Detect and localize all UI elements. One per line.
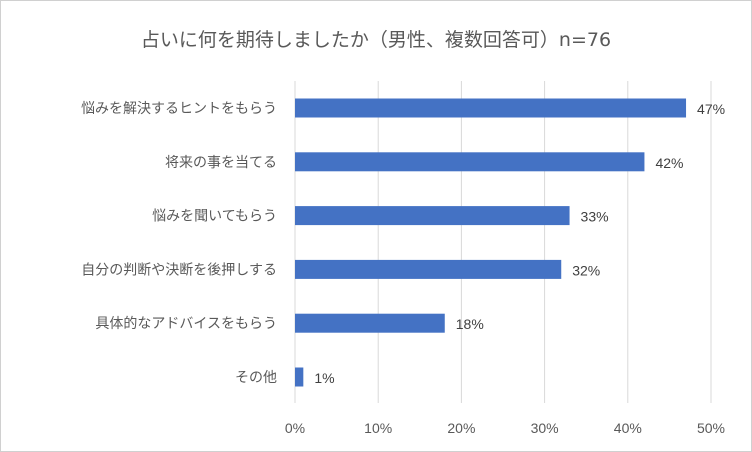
x-tick-label: 40% (614, 420, 642, 436)
bar (295, 98, 687, 118)
category-label: 悩みを解決するヒントをもらう (81, 101, 277, 117)
category-label: 自分の判断や決断を後押しする (81, 262, 277, 278)
data-label: 32% (572, 262, 600, 278)
data-label: 1% (314, 370, 334, 386)
category-label: 具体的なアドバイスをもらう (95, 316, 277, 332)
category-label: 将来の事を当てる (165, 155, 277, 171)
x-tick-label: 0% (285, 420, 305, 436)
data-label: 33% (581, 209, 609, 225)
chart-title: 占いに何を期待しましたか（男性、複数回答可）n=76 (140, 29, 612, 51)
x-tick-label: 30% (531, 420, 559, 436)
bar (295, 206, 570, 226)
x-tick-label: 50% (697, 420, 725, 436)
x-tick-label: 10% (364, 420, 392, 436)
bar (295, 367, 304, 387)
data-label: 47% (697, 101, 725, 117)
x-tick-label: 20% (447, 420, 475, 436)
bar (295, 313, 445, 333)
bar (295, 152, 645, 172)
category-label: その他 (235, 370, 277, 386)
category-label: 悩みを聞いてもらう (152, 209, 277, 225)
bar (295, 259, 562, 279)
data-label: 42% (655, 155, 683, 171)
data-label: 18% (456, 316, 484, 332)
